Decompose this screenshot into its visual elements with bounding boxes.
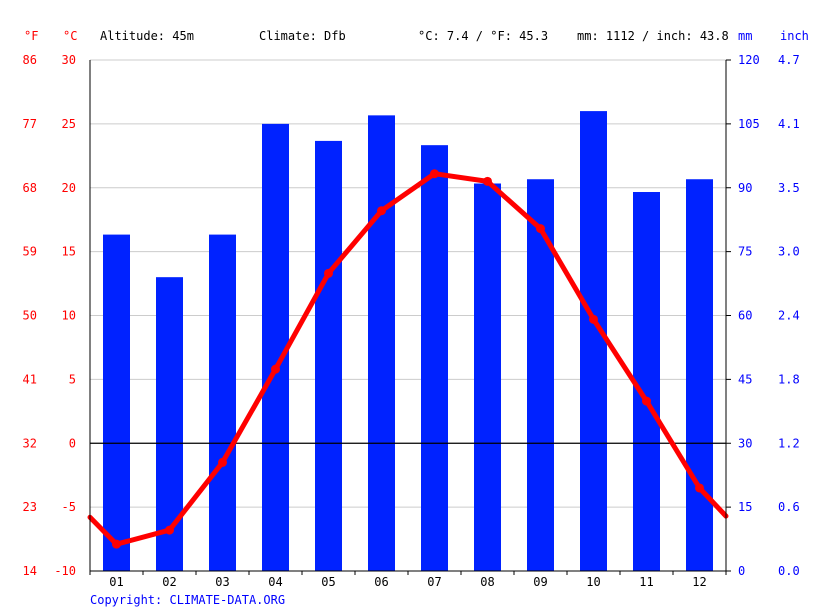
month-tick-label: 10 (586, 575, 600, 589)
copyright-label: Copyright: CLIMATE-DATA.ORG (90, 593, 285, 607)
celsius-tick-label: -10 (54, 564, 76, 578)
precipitation-bar (474, 183, 501, 571)
precipitation-bar (368, 115, 395, 571)
mm-tick-label: 105 (738, 117, 760, 131)
precipitation-bar (527, 179, 554, 571)
fahrenheit-tick-label: 68 (23, 181, 37, 195)
mm-tick-label: 60 (738, 309, 752, 323)
inch-tick-label: 0.6 (778, 500, 800, 514)
axes (89, 59, 731, 575)
month-tick-label: 12 (692, 575, 706, 589)
precipitation-bar (315, 140, 342, 572)
precipitation-bar (209, 234, 236, 571)
mm-tick-label: 90 (738, 181, 752, 195)
temperature-point (536, 224, 545, 234)
precipitation-bar (421, 145, 448, 571)
mm-tick-label: 15 (738, 500, 752, 514)
celsius-tick-label: 30 (62, 53, 76, 67)
temperature-line-group (87, 169, 729, 549)
fahrenheit-tick-label: 77 (23, 117, 37, 131)
temperature-point (483, 176, 492, 186)
unit-fahrenheit-label: °F (24, 29, 38, 43)
celsius-tick-label: -5 (62, 500, 76, 514)
inch-tick-label: 1.8 (778, 372, 800, 386)
precipitation-total-label: mm: 1112 / inch: 43.8 (577, 29, 729, 43)
tick-labels: 86 30 120 4.777 25 105 4.168 20 90 3.559 15 75 3.050… (23, 53, 800, 589)
month-tick-label: 01 (109, 575, 123, 589)
month-tick-label: 02 (162, 575, 176, 589)
inch-tick-label: 4.7 (778, 53, 800, 67)
inch-tick-label: 1.2 (778, 436, 800, 450)
precipitation-bar (103, 234, 130, 571)
mm-tick-label: 0 (738, 564, 745, 578)
fahrenheit-tick-label: 50 (23, 309, 37, 323)
altitude-label: Altitude: 45m (100, 29, 194, 43)
mm-tick-label: 30 (738, 436, 752, 450)
temperature-point (377, 206, 386, 216)
celsius-tick-label: 0 (69, 436, 76, 450)
fahrenheit-tick-label: 14 (23, 564, 37, 578)
fahrenheit-tick-label: 41 (23, 372, 37, 386)
mm-tick-label: 45 (738, 372, 752, 386)
celsius-tick-label: 25 (62, 117, 76, 131)
mm-tick-label: 120 (738, 53, 760, 67)
celsius-tick-label: 10 (62, 309, 76, 323)
inch-tick-label: 2.4 (778, 309, 800, 323)
grid-lines (90, 59, 726, 572)
temperature-point (430, 169, 439, 179)
fahrenheit-tick-label: 59 (23, 245, 37, 259)
temperature-point (218, 457, 227, 467)
temperature-point (324, 268, 333, 278)
celsius-tick-label: 15 (62, 245, 76, 259)
precipitation-bar (580, 111, 607, 571)
mm-tick-label: 75 (738, 245, 752, 259)
temperature-point (165, 525, 174, 535)
climate-label: Climate: Dfb (259, 29, 346, 43)
month-tick-label: 11 (639, 575, 653, 589)
month-tick-label: 09 (533, 575, 547, 589)
temperature-point (695, 483, 704, 493)
temperature-point (271, 364, 280, 374)
celsius-tick-label: 5 (69, 372, 76, 386)
temperature-line (87, 171, 729, 547)
temperature-point (112, 539, 121, 549)
inch-tick-label: 0.0 (778, 564, 800, 578)
fahrenheit-tick-label: 86 (23, 53, 37, 67)
temperature-average-label: °C: 7.4 / °F: 45.3 (418, 29, 548, 43)
temperature-point (589, 314, 598, 324)
unit-celsius-label: °C (63, 29, 77, 43)
inch-tick-label: 3.0 (778, 245, 800, 259)
precipitation-bar (262, 123, 289, 571)
month-tick-label: 08 (480, 575, 494, 589)
unit-mm-label: mm (738, 29, 752, 43)
month-tick-label: 07 (427, 575, 441, 589)
inch-tick-label: 3.5 (778, 181, 800, 195)
fahrenheit-tick-label: 23 (23, 500, 37, 514)
temperature-point (642, 396, 651, 406)
month-tick-label: 04 (268, 575, 282, 589)
month-tick-label: 05 (321, 575, 335, 589)
unit-inch-label: inch (780, 29, 809, 43)
month-tick-label: 03 (215, 575, 229, 589)
inch-tick-label: 4.1 (778, 117, 800, 131)
fahrenheit-tick-label: 32 (23, 436, 37, 450)
precipitation-bar (633, 192, 660, 571)
precipitation-bar (686, 179, 713, 571)
month-tick-label: 06 (374, 575, 388, 589)
celsius-tick-label: 20 (62, 181, 76, 195)
